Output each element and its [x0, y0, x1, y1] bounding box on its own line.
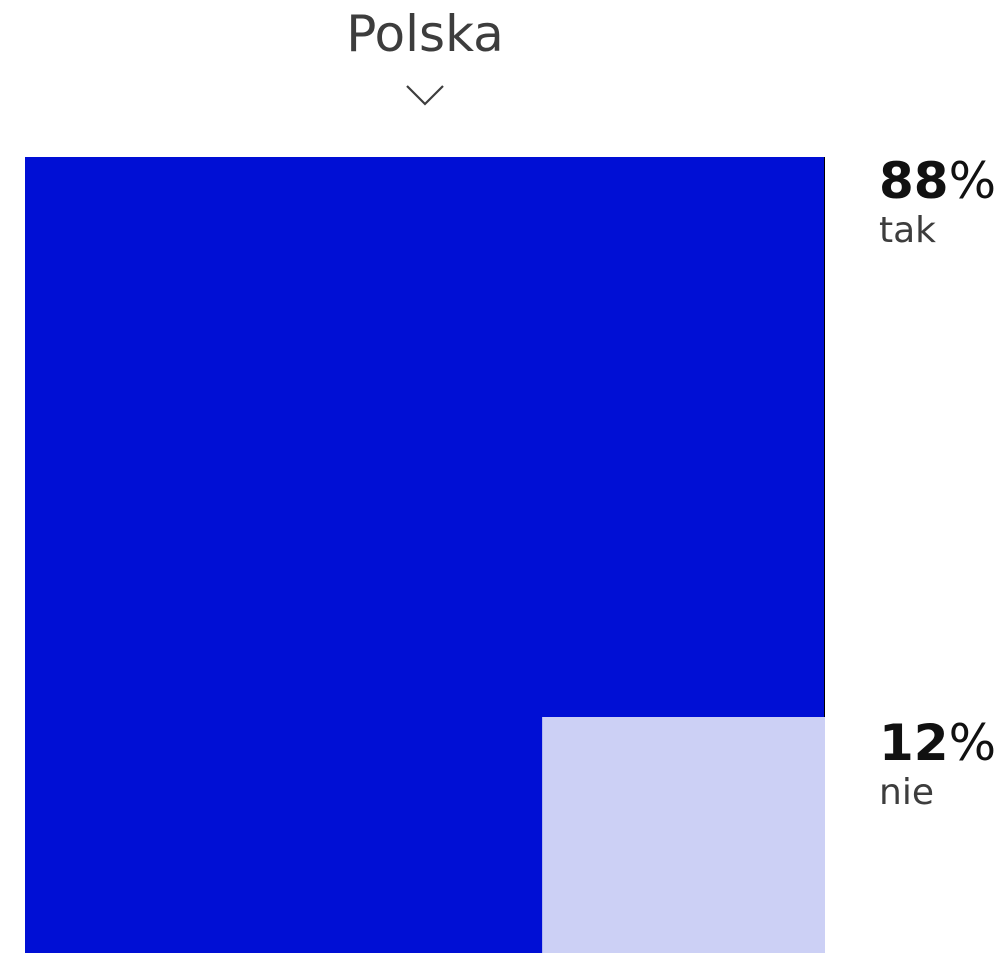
country-selector-label: Polska: [346, 5, 504, 63]
proportion-chart: [25, 157, 825, 953]
legend-label-nie: nie: [879, 772, 934, 813]
legend-percentage-tak: 88%: [879, 155, 995, 207]
legend-item-nie: 12% nie: [879, 717, 995, 815]
legend-unit-tak: %: [948, 152, 995, 210]
chevron-down-icon: [406, 85, 444, 106]
legend-percentage-nie: 12%: [879, 717, 995, 769]
legend-item-tak: 88% tak: [879, 155, 995, 253]
country-selector[interactable]: Polska: [325, 0, 525, 118]
proportion-chart-svg: [25, 157, 825, 953]
legend-value-tak: 88: [879, 152, 949, 210]
legend-value-nie: 12: [879, 714, 949, 772]
area-nie: [542, 717, 825, 953]
legend-label-tak: tak: [879, 210, 937, 251]
legend-unit-nie: %: [948, 714, 995, 772]
